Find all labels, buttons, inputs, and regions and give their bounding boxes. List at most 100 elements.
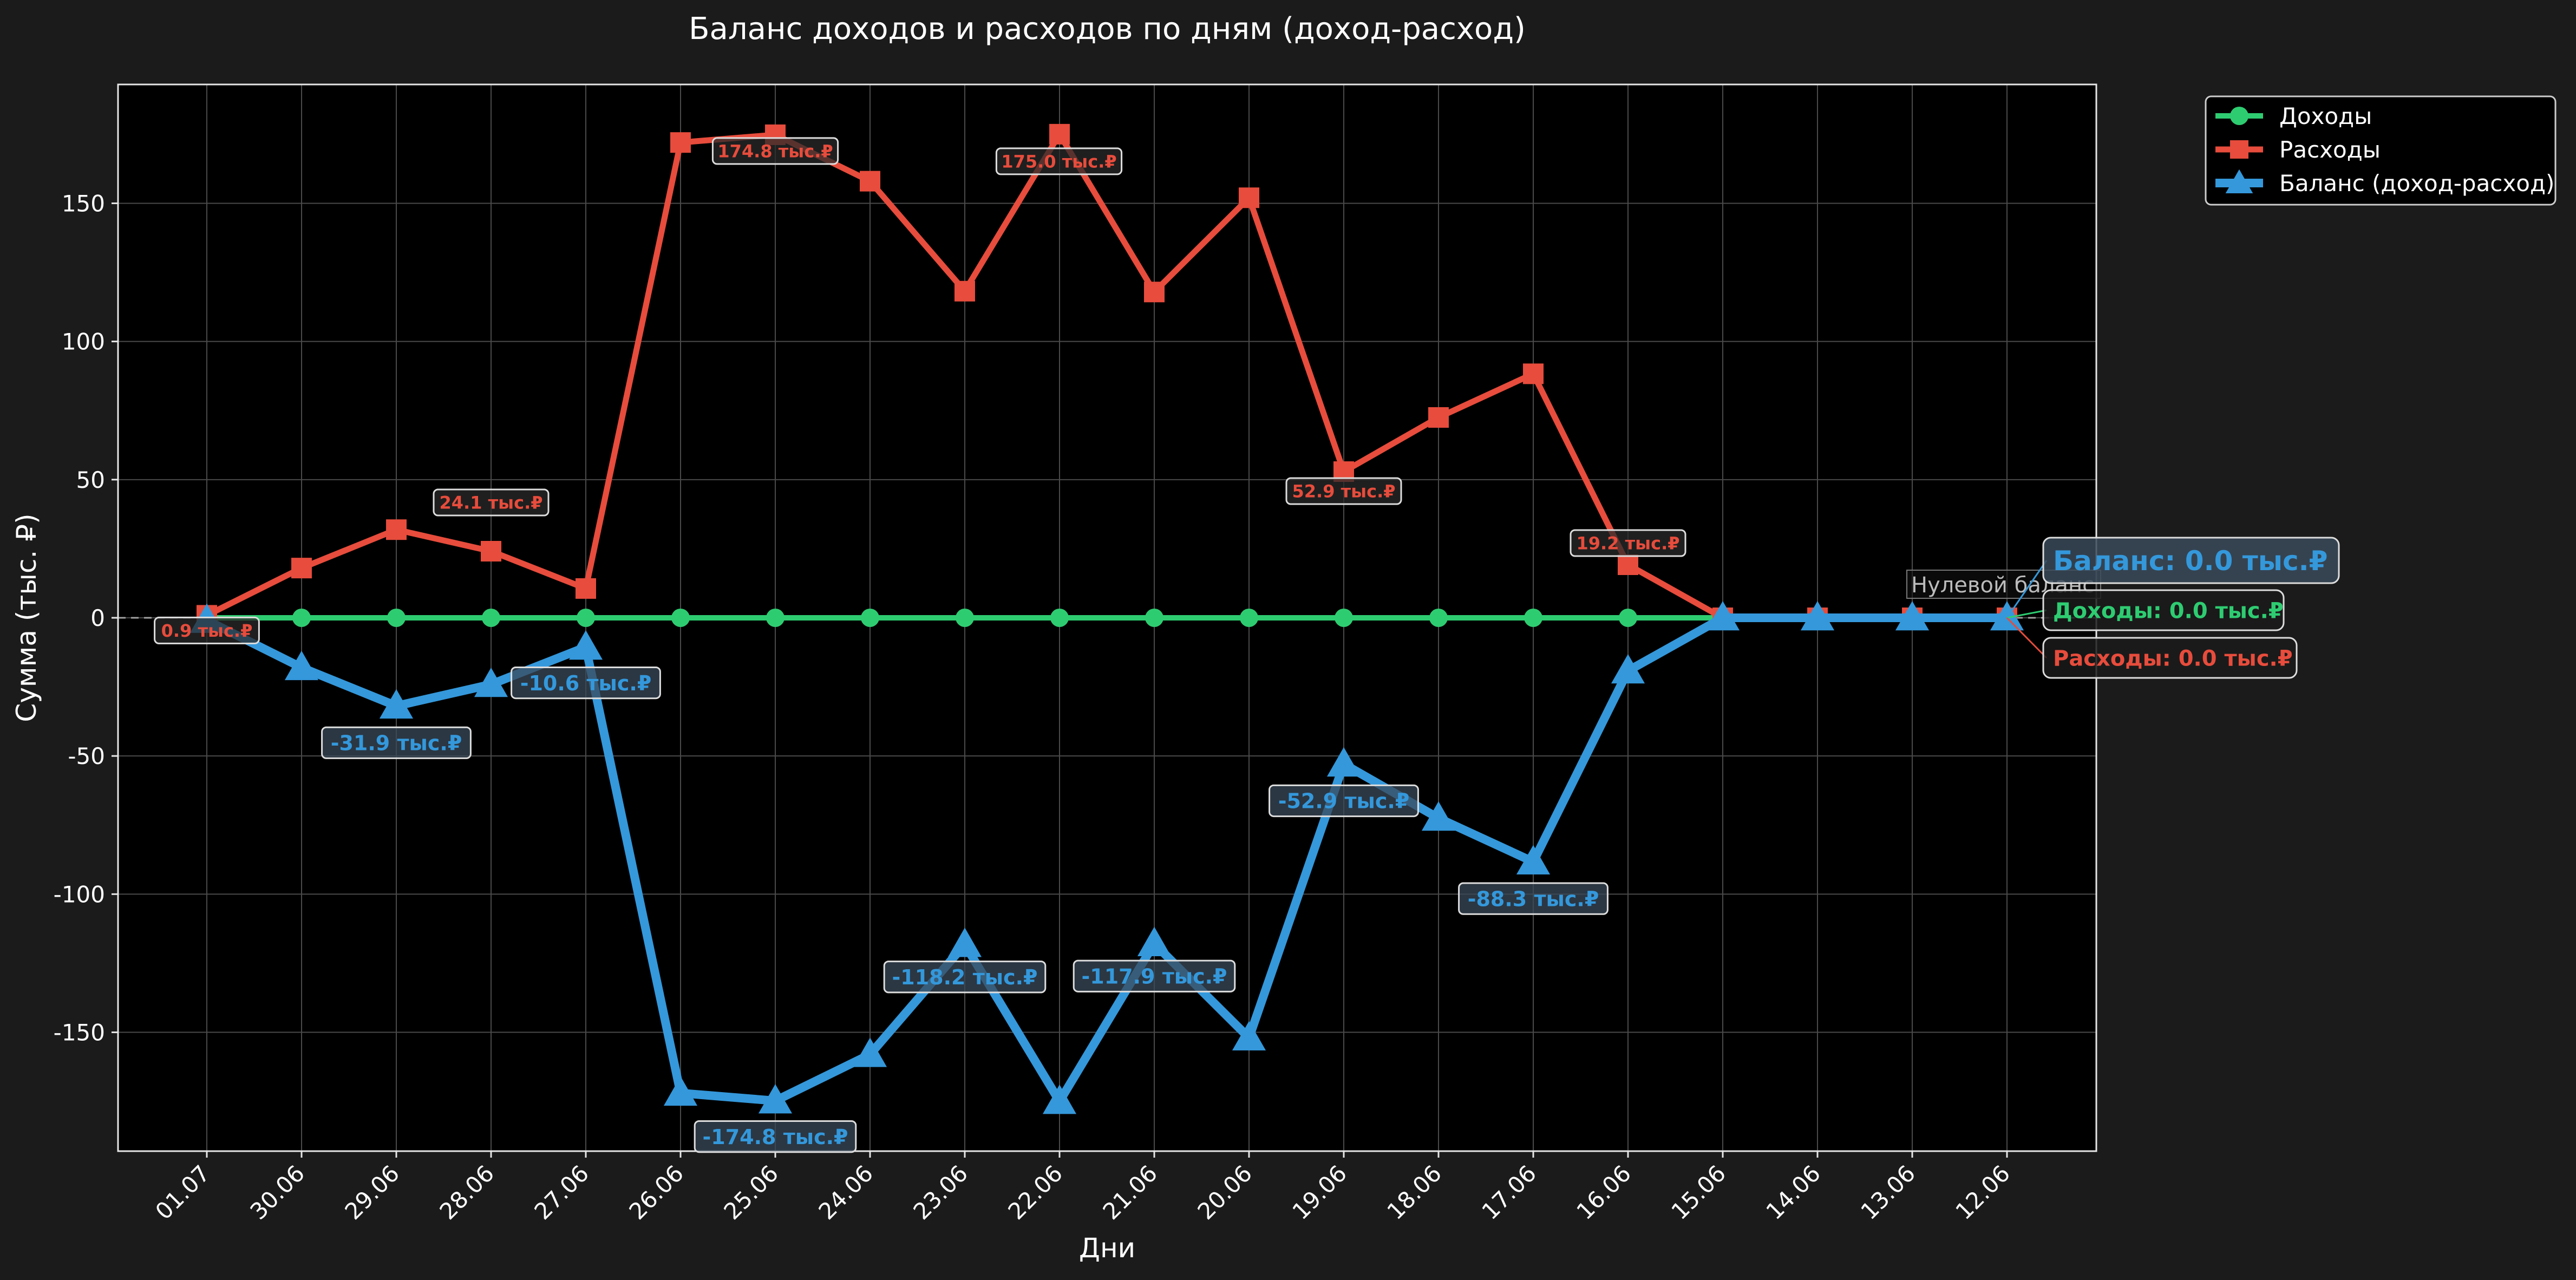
balance-point-label: -10.6 тыс.₽ xyxy=(511,666,661,700)
x-tick-label: 14.06 xyxy=(1761,1160,1826,1225)
x-tick-label: 24.06 xyxy=(813,1160,878,1225)
label-box xyxy=(995,147,1123,175)
expense-point-label: 19.2 тыс.₽ xyxy=(1570,529,1686,557)
data-point xyxy=(1895,600,1930,631)
data-point xyxy=(861,609,879,627)
data-point xyxy=(481,541,501,562)
data-point xyxy=(663,1076,698,1106)
label-box xyxy=(883,961,1047,994)
data-point xyxy=(2230,107,2248,125)
x-tick-label: 22.06 xyxy=(1003,1160,1068,1225)
data-point xyxy=(1232,1021,1266,1051)
label-text: -174.8 тыс.₽ xyxy=(703,1125,848,1149)
data-point xyxy=(1049,123,1070,145)
label-box xyxy=(1285,477,1402,505)
label-box xyxy=(1458,882,1609,915)
y-tick-label: 0 xyxy=(90,605,105,631)
label-box xyxy=(2042,537,2340,584)
label-box xyxy=(321,726,472,759)
balance-point-label: -174.8 тыс.₽ xyxy=(694,1120,857,1153)
x-tick-label: 18.06 xyxy=(1382,1160,1447,1225)
data-point xyxy=(1524,609,1542,627)
data-point xyxy=(1523,363,1544,384)
data-point xyxy=(956,609,974,627)
label-box xyxy=(2042,637,2298,679)
data-point xyxy=(2230,140,2248,159)
data-point xyxy=(1618,554,1638,576)
data-point xyxy=(947,928,982,957)
data-point xyxy=(291,558,312,579)
expense-point-label: 0.9 тыс.₽ xyxy=(154,616,260,644)
balance-point-label: -88.3 тыс.₽ xyxy=(1458,882,1609,915)
x-tick-label: 26.06 xyxy=(624,1160,689,1225)
legend-box xyxy=(2205,95,2557,206)
label-text: -118.2 тыс.₽ xyxy=(892,965,1038,989)
label-text: 24.1 тыс.₽ xyxy=(440,493,543,513)
x-tick-label: 01.07 xyxy=(150,1160,215,1225)
data-point xyxy=(482,609,500,627)
x-tick-label: 15.06 xyxy=(1666,1160,1731,1225)
data-point xyxy=(1428,407,1449,428)
data-point xyxy=(379,689,414,719)
x-tick-label: 13.06 xyxy=(1855,1160,1920,1225)
y-tick-label: 150 xyxy=(62,190,105,217)
legend-label: Расходы xyxy=(2279,136,2381,163)
label-box xyxy=(1073,959,1236,992)
label-text: Расходы: 0.0 тыс.₽ xyxy=(2053,646,2293,671)
label-text: -10.6 тыс.₽ xyxy=(520,671,652,695)
data-point xyxy=(576,578,596,599)
y-tick-label: 50 xyxy=(76,467,105,493)
series-line xyxy=(205,613,2007,1106)
series-line xyxy=(205,131,2007,621)
label-box xyxy=(1269,784,1419,818)
x-tick-label: 30.06 xyxy=(245,1160,310,1225)
y-tick-label: -50 xyxy=(68,743,105,769)
data-point xyxy=(1239,187,1259,208)
x-tick-label: 20.06 xyxy=(1192,1160,1257,1225)
label-text: 19.2 тыс.₽ xyxy=(1577,533,1680,554)
data-point xyxy=(1516,845,1551,874)
data-point xyxy=(568,630,603,660)
data-point xyxy=(853,1037,887,1067)
x-tick-label: 27.06 xyxy=(529,1160,594,1225)
x-tick-label: 17.06 xyxy=(1476,1160,1541,1225)
data-point xyxy=(474,667,508,697)
label-box xyxy=(433,488,550,517)
x-tick-label: 28.06 xyxy=(434,1160,499,1225)
label-text: -31.9 тыс.₽ xyxy=(331,731,462,755)
data-point xyxy=(1421,801,1456,831)
data-point xyxy=(1240,609,1258,627)
data-point xyxy=(292,609,311,627)
legend-label: Доходы xyxy=(2279,103,2372,129)
legend-item: Расходы xyxy=(2215,136,2381,163)
label-text: 0.9 тыс.₽ xyxy=(161,621,253,641)
y-tick-label: -150 xyxy=(54,1020,105,1046)
x-tick-label: 12.06 xyxy=(1950,1160,2015,1225)
label-text: -52.9 тыс.₽ xyxy=(1278,789,1410,813)
legend-item: Баланс (доход-расход) xyxy=(2215,169,2554,197)
data-point xyxy=(1429,609,1448,627)
data-point xyxy=(577,609,595,627)
y-tick-label: -100 xyxy=(54,881,105,907)
legend: Доходы Расходы Баланс (доход-расход) xyxy=(2205,95,2557,206)
y-axis-label: Сумма (тыс. ₽) xyxy=(11,513,42,722)
y-tick-label: 100 xyxy=(62,329,105,355)
data-point xyxy=(1990,600,2024,631)
expense-point-label: 175.0 тыс.₽ xyxy=(995,147,1123,175)
data-point xyxy=(860,171,880,192)
data-point xyxy=(1326,747,1361,777)
data-point xyxy=(1050,609,1069,627)
final-expense-annotation: Расходы: 0.0 тыс.₽ xyxy=(2042,637,2298,679)
label-box xyxy=(511,666,661,700)
data-point xyxy=(387,609,406,627)
label-box xyxy=(2042,589,2285,631)
leader-line-expense xyxy=(2006,617,2048,659)
balance-point-label: -117.9 тыс.₽ xyxy=(1073,959,1236,992)
series-balance xyxy=(189,600,2024,1114)
leader-line-income xyxy=(2006,609,2047,619)
label-box xyxy=(154,616,260,644)
data-point xyxy=(671,609,690,627)
label-text: -88.3 тыс.₽ xyxy=(1468,887,1599,911)
label-text: Доходы: 0.0 тыс.₽ xyxy=(2053,598,2284,623)
data-point xyxy=(1800,600,1835,631)
